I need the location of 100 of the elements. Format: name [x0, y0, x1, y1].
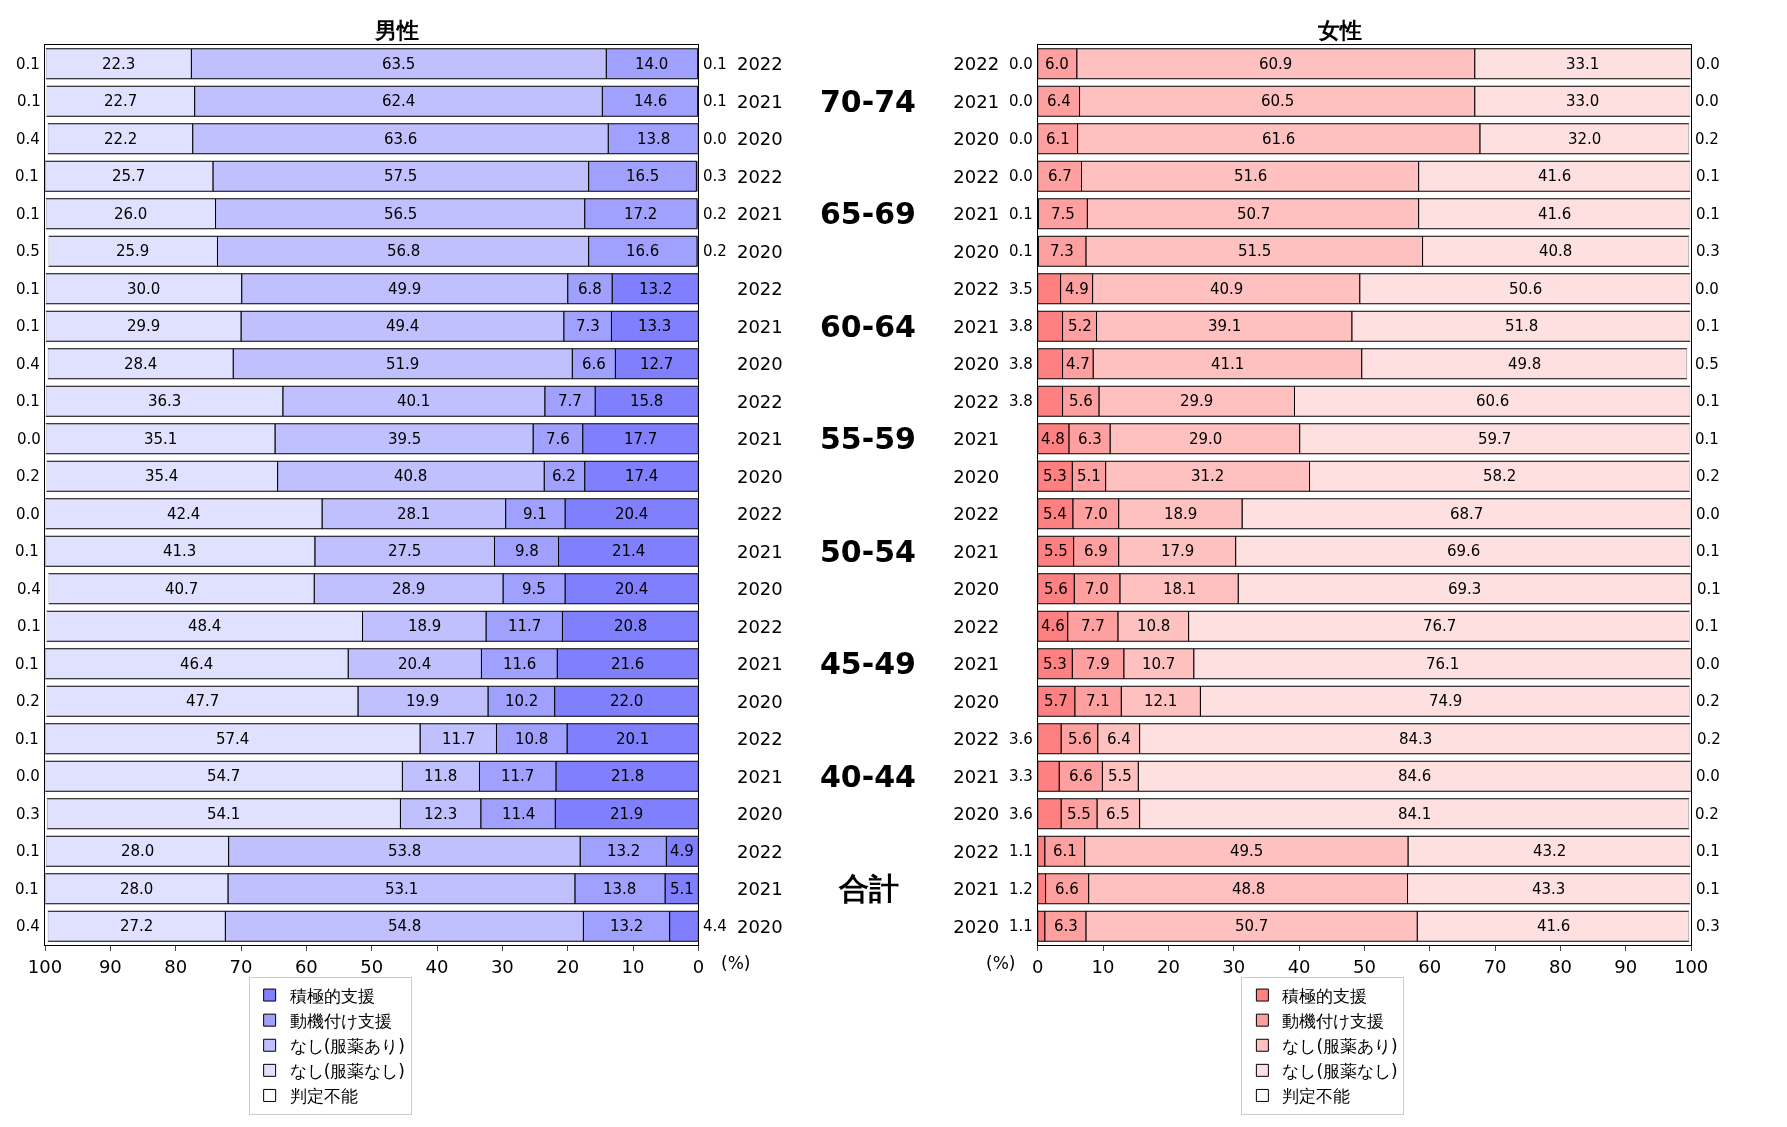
data-label: 15.8 [630, 392, 664, 410]
y-tick-label: 2021 [736, 90, 783, 112]
data-label: 57.4 [216, 730, 250, 748]
data-label: 0.0 [1009, 130, 1033, 148]
data-label: 16.5 [626, 167, 660, 185]
x-tick-label: 90 [98, 955, 122, 977]
data-label: 25.7 [112, 167, 146, 185]
data-label: 10.8 [515, 730, 549, 748]
data-label: 14.0 [635, 55, 669, 73]
x-tick-label: 30 [490, 955, 514, 977]
data-label: 17.4 [625, 467, 659, 485]
x-tick-label: 40 [1287, 955, 1311, 977]
legend-label: 動機付け支援 [289, 1010, 392, 1031]
data-label: 51.9 [386, 355, 420, 373]
data-label: 28.9 [392, 580, 426, 598]
data-label: 3.8 [1009, 392, 1033, 410]
data-label: 5.1 [670, 880, 694, 898]
x-tick-label: 100 [27, 955, 63, 977]
data-label: 4.7 [1066, 355, 1090, 373]
data-label: 0.2 [1697, 730, 1721, 748]
x-axis-title: (%) [986, 953, 1016, 973]
data-label: 54.7 [207, 767, 241, 785]
data-label: 60.9 [1259, 55, 1293, 73]
data-label: 58.2 [1483, 467, 1517, 485]
data-label: 4.9 [670, 842, 694, 860]
data-label: 7.0 [1084, 505, 1108, 523]
data-label: 10.7 [1142, 655, 1176, 673]
y-tick-label: 2020 [953, 465, 1000, 487]
y-tick-label: 2021 [736, 315, 783, 337]
x-tick-label: 0 [1032, 955, 1044, 977]
data-label: 50.7 [1237, 205, 1271, 223]
text: 70-74 [820, 84, 916, 119]
y-tick-label: 2020 [953, 240, 1000, 262]
x-tick-label: 80 [1548, 955, 1572, 977]
data-label: 0.1 [15, 730, 39, 748]
data-label: 5.1 [1077, 467, 1101, 485]
data-label: 76.1 [1426, 655, 1460, 673]
data-label: 61.6 [1262, 130, 1296, 148]
text: 50-54 [820, 534, 916, 569]
data-label: 84.1 [1398, 805, 1432, 823]
data-label: 12.3 [424, 805, 458, 823]
data-label: 43.2 [1533, 842, 1567, 860]
y-tick-label: 2020 [736, 128, 783, 150]
data-label: 21.9 [610, 805, 644, 823]
data-label: 7.3 [576, 317, 600, 335]
x-tick-label: 100 [1673, 955, 1709, 977]
y-tick-label: 2021 [953, 540, 1000, 562]
data-label: 0.1 [15, 542, 39, 560]
data-label: 6.4 [1047, 92, 1071, 110]
y-tick-label: 2022 [953, 615, 1000, 637]
data-label: 0.0 [1009, 167, 1033, 185]
data-label: 47.7 [186, 692, 220, 710]
x-tick-label: 40 [425, 955, 449, 977]
data-label: 0.0 [703, 130, 727, 148]
data-label: 0.1 [1696, 317, 1720, 335]
y-tick-label: 2022 [736, 615, 783, 637]
data-label: 3.8 [1009, 355, 1033, 373]
y-tick-label: 2022 [736, 390, 783, 412]
data-label: 41.6 [1538, 205, 1572, 223]
data-label: 60.5 [1261, 92, 1295, 110]
y-tick-label: 2021 [953, 315, 1000, 337]
data-label: 17.7 [624, 430, 658, 448]
data-label: 0.3 [1696, 917, 1720, 935]
data-label: 3.5 [1009, 280, 1033, 298]
data-label: 13.8 [603, 880, 637, 898]
data-label: 21.6 [611, 655, 645, 673]
data-label: 6.1 [1046, 130, 1070, 148]
text: 60-64 [820, 309, 916, 344]
y-tick-label: 2020 [736, 803, 783, 825]
data-label: 59.7 [1478, 430, 1512, 448]
data-label: 0.1 [1696, 842, 1720, 860]
data-label: 0.1 [1696, 167, 1720, 185]
y-tick-label: 2022 [953, 390, 1000, 412]
data-label: 56.5 [384, 205, 418, 223]
data-label: 0.1 [1695, 430, 1719, 448]
data-label: 1.2 [1009, 880, 1033, 898]
y-tick-label: 2020 [953, 353, 1000, 375]
data-label: 16.6 [626, 242, 660, 260]
data-label: 7.7 [558, 392, 582, 410]
data-label: 18.9 [1164, 505, 1198, 523]
data-label: 41.3 [163, 542, 197, 560]
data-label: 12.7 [640, 355, 674, 373]
data-label: 0.1 [16, 842, 40, 860]
data-label: 17.9 [1161, 542, 1195, 560]
data-label: 7.9 [1086, 655, 1110, 673]
data-label: 56.8 [387, 242, 421, 260]
data-label: 21.4 [612, 542, 646, 560]
y-tick-label: 2021 [953, 90, 1000, 112]
text: 45-49 [820, 646, 916, 681]
y-tick-label: 2021 [736, 765, 783, 787]
data-label: 0.0 [1009, 55, 1033, 73]
data-label: 28.4 [124, 355, 158, 373]
y-tick-label: 2021 [953, 653, 1000, 675]
data-label: 5.5 [1044, 542, 1068, 560]
y-tick-label: 2021 [953, 428, 1000, 450]
x-tick-label: 30 [1222, 955, 1246, 977]
data-label: 14.6 [634, 92, 668, 110]
data-label: 0.0 [1009, 92, 1033, 110]
data-label: 0.0 [16, 505, 40, 523]
data-label: 6.6 [1055, 880, 1079, 898]
